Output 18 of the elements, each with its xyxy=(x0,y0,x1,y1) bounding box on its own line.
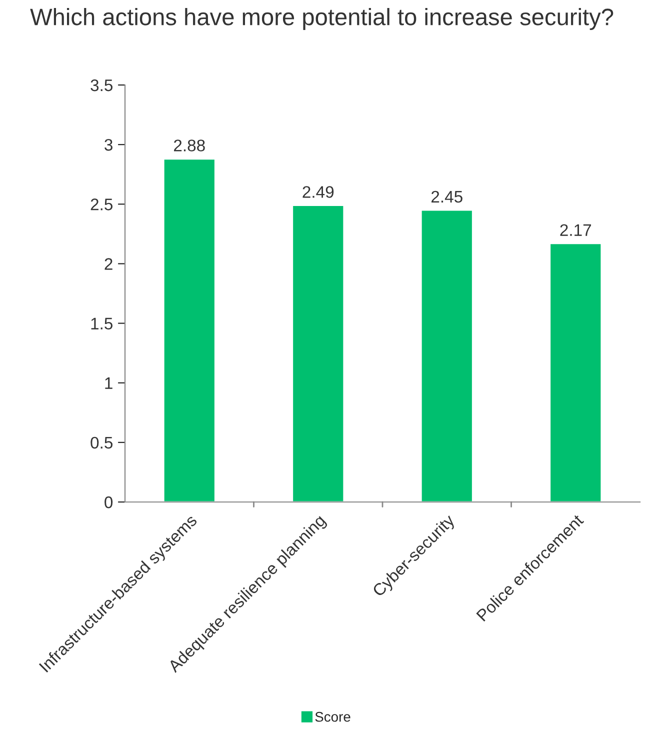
data-label: 2.88 xyxy=(174,140,205,152)
data-label: 2.49 xyxy=(302,186,334,198)
data-label: 2.17 xyxy=(560,224,592,236)
bar xyxy=(292,204,345,502)
y-tick-label: 1 xyxy=(105,377,112,389)
bar xyxy=(420,209,474,502)
y-tick-label: 3 xyxy=(104,138,112,151)
y-tick-label: 0.5 xyxy=(90,436,112,449)
data-label: 2.45 xyxy=(431,190,462,203)
y-tick-label: 2.5 xyxy=(90,198,112,210)
bar xyxy=(162,158,216,502)
legend-label: Score xyxy=(315,712,350,722)
chart-title: Which actions have more potential to increase security? xyxy=(30,8,614,30)
y-tick-label: 3.5 xyxy=(90,79,112,92)
y-tick-label: 1.5 xyxy=(91,318,112,330)
y-tick-label: 0 xyxy=(104,496,113,508)
y-tick-label: 2 xyxy=(104,258,112,270)
bar xyxy=(549,242,602,502)
